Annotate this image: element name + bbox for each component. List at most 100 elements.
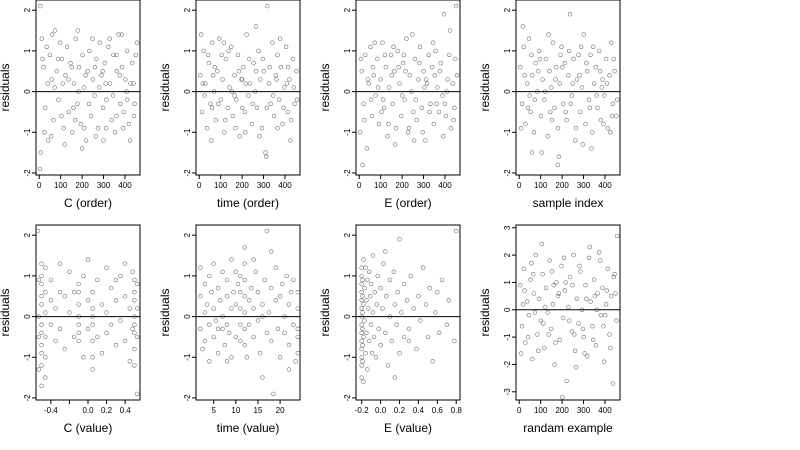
data-point xyxy=(416,77,421,82)
data-point xyxy=(242,326,247,331)
data-point xyxy=(290,56,296,62)
data-point xyxy=(126,121,132,127)
data-point xyxy=(390,101,395,107)
data-point xyxy=(526,313,532,318)
data-point xyxy=(533,252,538,258)
data-point xyxy=(420,265,426,270)
data-point xyxy=(577,73,582,78)
data-point xyxy=(232,93,237,98)
y-tick-label: 3 xyxy=(503,225,512,230)
y-axis-label: residuals xyxy=(0,63,12,111)
data-point xyxy=(266,81,272,86)
data-point xyxy=(243,81,248,86)
data-point xyxy=(280,121,285,127)
data-point xyxy=(590,337,596,342)
scatter-panel-4: 0 100 200 300 400 -2 -1 0 1 2 sample index residual… xyxy=(478,0,621,210)
data-point xyxy=(271,113,277,119)
data-point xyxy=(275,52,280,58)
y-tick-label: 0 xyxy=(183,89,192,94)
data-point xyxy=(560,64,565,70)
data-point xyxy=(395,290,400,295)
data-point xyxy=(363,52,368,58)
data-point xyxy=(124,48,130,54)
data-point xyxy=(405,130,411,135)
data-point xyxy=(404,298,410,303)
data-point xyxy=(263,150,268,155)
data-point xyxy=(586,97,592,102)
data-point xyxy=(402,334,407,340)
data-point xyxy=(114,113,119,119)
x-tick-label: 100 xyxy=(534,406,548,415)
data-point xyxy=(608,345,613,351)
data-point xyxy=(295,334,300,340)
data-point xyxy=(57,261,63,266)
data-point xyxy=(238,338,243,344)
data-point xyxy=(574,296,580,301)
data-point xyxy=(603,302,609,307)
data-point xyxy=(370,253,376,258)
data-point xyxy=(580,326,586,332)
data-point xyxy=(572,138,578,143)
data-point xyxy=(590,324,595,329)
x-tick-label: 300 xyxy=(577,181,591,190)
data-point xyxy=(363,265,368,270)
data-point xyxy=(45,81,50,86)
data-point xyxy=(211,334,216,340)
data-point xyxy=(39,261,44,266)
data-point xyxy=(204,302,210,307)
data-point xyxy=(274,77,279,82)
data-point xyxy=(560,315,566,321)
x-tick-label: -0.2 xyxy=(355,406,369,415)
data-point xyxy=(359,265,364,270)
scatter-panel-3: 0 100 200 300 400 -2 -1 0 1 2 E (order) residuals xyxy=(318,0,461,210)
data-point xyxy=(233,269,239,274)
data-point xyxy=(288,290,294,295)
x-tick-label: 300 xyxy=(97,181,111,190)
data-point xyxy=(215,68,220,74)
data-point xyxy=(62,142,68,147)
data-point xyxy=(432,73,437,78)
data-point xyxy=(381,261,386,266)
data-point xyxy=(532,310,538,315)
data-point xyxy=(241,64,246,70)
data-point xyxy=(219,52,224,58)
y-axis-label: residuals xyxy=(318,63,332,111)
data-point xyxy=(291,322,296,327)
data-point xyxy=(593,343,598,348)
data-point xyxy=(90,322,95,327)
data-point xyxy=(599,85,604,90)
y-axis-label: residuals xyxy=(158,63,172,111)
data-point xyxy=(454,228,459,234)
data-point xyxy=(287,77,292,82)
data-point xyxy=(295,306,300,311)
data-point xyxy=(224,359,230,364)
data-point xyxy=(71,334,77,340)
data-point xyxy=(286,302,292,307)
data-point xyxy=(423,77,429,82)
data-point xyxy=(372,290,378,295)
y-tick-label: -1 xyxy=(503,128,512,136)
data-point xyxy=(101,138,106,143)
data-point xyxy=(43,334,48,340)
data-point xyxy=(594,93,599,98)
x-tick-label: 100 xyxy=(374,181,388,190)
data-point xyxy=(81,85,87,90)
data-point xyxy=(198,294,203,299)
data-point xyxy=(57,326,63,331)
data-point xyxy=(393,125,399,131)
data-point xyxy=(211,261,216,266)
data-point xyxy=(359,338,364,344)
data-point xyxy=(90,306,95,311)
data-point xyxy=(420,130,425,135)
data-point xyxy=(387,85,392,90)
data-point xyxy=(64,44,70,49)
plot-frame xyxy=(355,0,461,176)
data-point xyxy=(446,298,451,303)
data-point xyxy=(608,130,613,135)
data-point xyxy=(260,56,266,62)
data-point xyxy=(291,277,296,283)
data-point xyxy=(95,277,100,283)
data-point xyxy=(106,44,111,49)
data-point xyxy=(130,60,135,66)
data-point xyxy=(132,298,137,303)
